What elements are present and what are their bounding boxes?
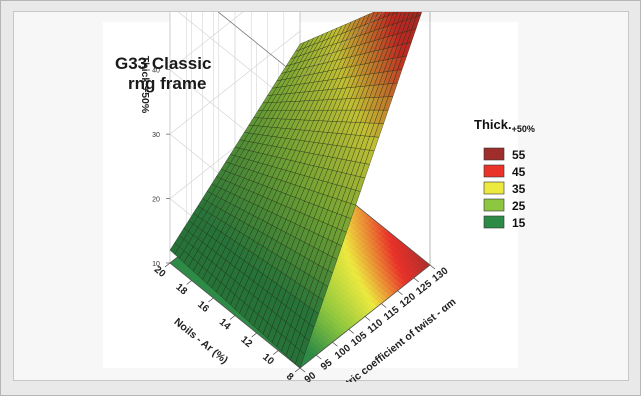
surface-cell [387,12,394,17]
surface-cell [373,12,383,22]
x-tick-mark [413,277,419,283]
legend-label: 45 [512,165,526,179]
response-surface [169,12,422,369]
chart-title-line-2: rng frame [128,74,206,93]
x-tick-mark [348,329,354,334]
legend-swatch [483,181,505,195]
legend-swatch [483,215,505,229]
z-axis-label: Thick.+50% [139,56,151,114]
chart-title-line-1: G33 Classic [115,54,211,73]
top-front-edge [299,12,384,79]
legend-title: Thick.+50% [474,117,535,134]
x-tick-mark [332,341,338,347]
plot-box-front-edges [299,12,431,265]
legend-label: 35 [512,182,526,196]
surface-cell [392,12,398,15]
x-tick-mark [316,354,322,360]
y-tick-mark [164,262,171,268]
legend: Thick.+50% 55 45 35 25 15 [474,117,535,230]
y-tick-label: 8 [284,371,296,382]
surface-cell [415,12,422,17]
y-tick-mark [229,315,236,320]
y-tick-mark [208,297,214,303]
z-tick-label: 20 [152,197,160,204]
legend-label: 25 [512,199,526,213]
y-tick-mark [186,280,192,285]
x-tick-mark [364,316,371,321]
z-tick-label: 30 [152,132,160,139]
x-tick-mark [299,367,306,373]
z-tick-label: 40 [152,68,160,75]
chart-title: G33 Classic rng frame [115,54,211,93]
y-tick-mark [273,350,279,355]
y-tick-mark [251,332,257,338]
x-tick-label: 90 [303,370,319,382]
legend-swatch [483,147,505,161]
legend-label: 15 [512,216,526,230]
x-tick-mark [381,303,387,308]
x-tick-mark [397,290,403,296]
y-tick-mark [294,367,301,373]
legend-swatch [483,198,505,212]
z-tick-label: 10 [152,261,160,268]
legend-swatch [483,164,505,178]
x-tick-mark [429,264,436,270]
surface-cell [406,12,414,20]
surface-cell [378,12,386,20]
legend-title-subscript: +50% [512,124,535,134]
surface-cell [411,12,418,19]
surface-cell [401,12,410,22]
surface-cell [383,12,390,18]
legend-label: 55 [512,148,526,162]
top-back-edges [217,12,301,79]
